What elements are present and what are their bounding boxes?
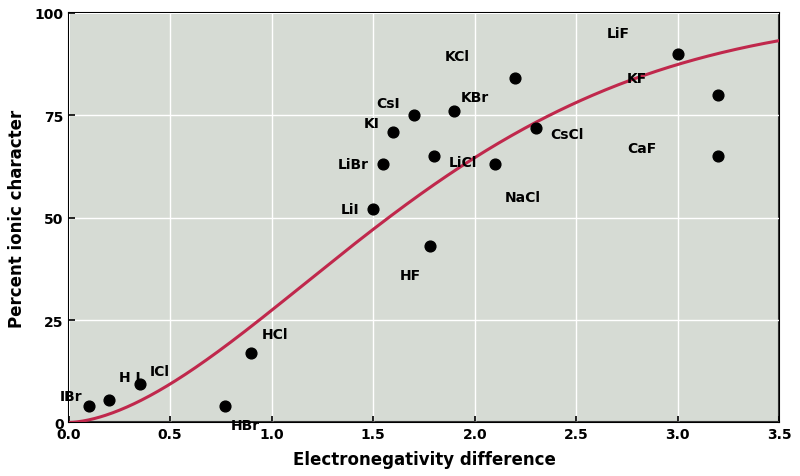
Text: CaF: CaF <box>627 142 656 156</box>
Point <box>489 161 502 169</box>
Point <box>82 402 95 410</box>
Point <box>509 75 522 83</box>
Text: LiF: LiF <box>606 27 630 41</box>
Point <box>424 243 437 251</box>
Text: LiI: LiI <box>340 203 359 217</box>
Text: KBr: KBr <box>461 90 489 105</box>
Point <box>102 397 115 404</box>
Point <box>448 108 461 116</box>
Point <box>712 92 725 99</box>
Text: CsI: CsI <box>376 97 399 111</box>
Point <box>377 161 390 169</box>
Text: KF: KF <box>627 72 647 86</box>
Text: ICl: ICl <box>150 365 170 378</box>
Text: H I: H I <box>119 371 141 385</box>
Point <box>245 349 258 357</box>
Point <box>671 51 684 59</box>
Text: HBr: HBr <box>231 417 260 432</box>
Text: CsCl: CsCl <box>550 128 583 141</box>
Text: LiBr: LiBr <box>338 158 369 172</box>
Point <box>387 129 400 136</box>
Text: NaCl: NaCl <box>505 191 541 205</box>
Text: LiCl: LiCl <box>448 156 477 170</box>
Point <box>428 153 441 161</box>
Text: HCl: HCl <box>262 327 288 342</box>
Point <box>366 206 379 214</box>
Text: HF: HF <box>399 268 421 282</box>
Point <box>530 124 542 132</box>
Point <box>712 153 725 161</box>
X-axis label: Electronegativity difference: Electronegativity difference <box>293 450 555 468</box>
Point <box>218 402 231 410</box>
Point <box>134 380 146 387</box>
Text: KCl: KCl <box>444 50 470 64</box>
Y-axis label: Percent ionic character: Percent ionic character <box>8 109 26 327</box>
Point <box>407 112 420 120</box>
Text: IBr: IBr <box>60 389 82 403</box>
Text: KI: KI <box>363 117 379 131</box>
